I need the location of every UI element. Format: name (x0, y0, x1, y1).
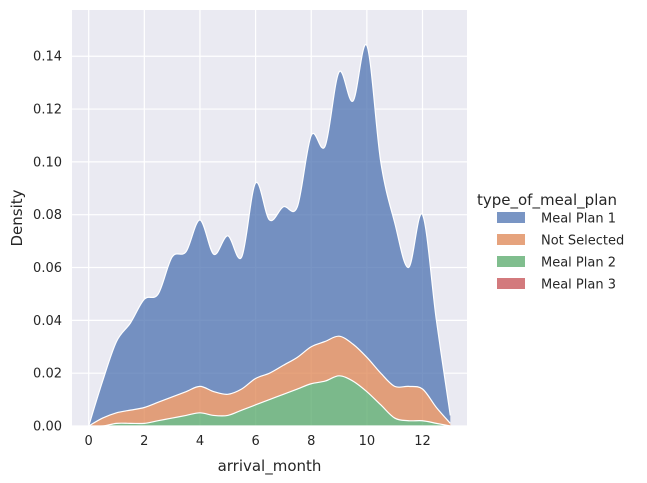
y-tick-label: 0.10 (33, 155, 62, 170)
x-tick-label: 8 (307, 434, 315, 449)
area-edge-meal-plan-2 (88, 375, 451, 427)
x-tick-label: 4 (196, 434, 204, 449)
stacked-areas (88, 44, 451, 427)
legend-swatch (497, 278, 525, 289)
x-tick-label: 2 (140, 434, 148, 449)
area-meal-plan-2 (88, 375, 451, 427)
x-tick-label: 12 (414, 434, 431, 449)
y-axis-label: Density (8, 189, 26, 246)
legend-label: Meal Plan 1 (541, 212, 616, 227)
y-tick-label: 0.08 (33, 208, 62, 223)
x-tick-label: 0 (85, 434, 93, 449)
y-tick-label: 0.06 (33, 261, 62, 276)
area-not-selected (88, 336, 451, 427)
y-tick-label: 0.12 (33, 103, 62, 118)
legend-label: Not Selected (541, 234, 624, 249)
y-tick-label: 0.02 (33, 367, 62, 382)
legend-swatch (497, 212, 525, 223)
legend-label: Meal Plan 3 (541, 278, 616, 293)
y-axis-ticks: 0.00 0.02 0.04 0.06 0.08 0.10 0.12 0.14 (33, 50, 62, 435)
legend: type_of_meal_plan Meal Plan 1 Not Selecte… (477, 191, 624, 293)
legend-label: Meal Plan 2 (541, 256, 616, 271)
y-tick-label: 0.14 (33, 50, 62, 65)
legend-title: type_of_meal_plan (477, 191, 617, 210)
area-meal-plan-1 (88, 44, 451, 426)
x-axis-label: arrival_month (218, 457, 322, 476)
legend-swatch (497, 256, 525, 267)
area-edge-meal-plan-1 (88, 44, 451, 427)
y-tick-label: 0.04 (33, 314, 62, 329)
x-axis-ticks: 0 2 4 6 8 10 12 (85, 434, 431, 449)
x-tick-label: 10 (359, 434, 376, 449)
legend-swatch (497, 234, 525, 245)
x-tick-label: 6 (251, 434, 259, 449)
y-tick-label: 0.00 (33, 420, 62, 435)
area-edge-not-selected (88, 335, 451, 427)
